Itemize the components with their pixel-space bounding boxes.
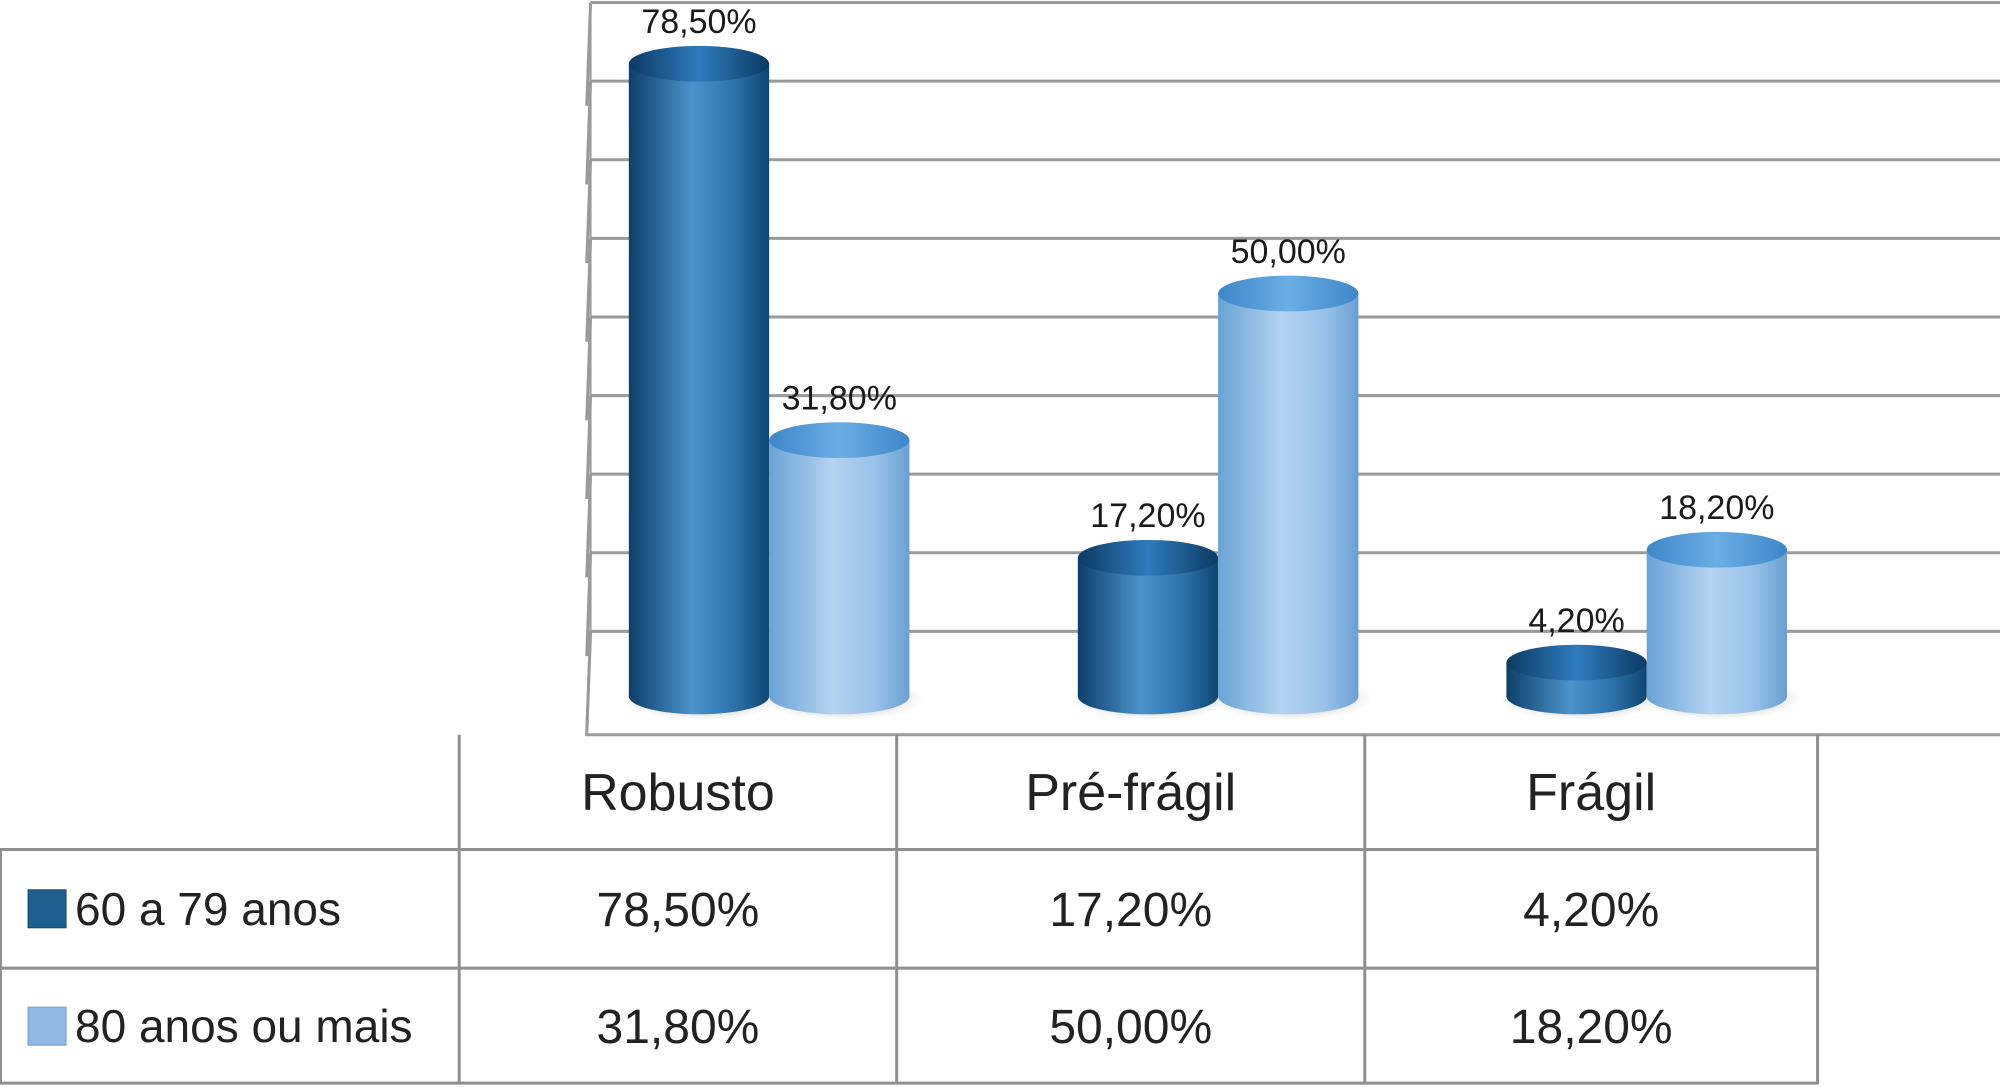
- data-label-1-1: 50,00%: [1231, 233, 1346, 271]
- bar-2-0: [1500, 644, 1661, 721]
- legend-swatch-1: [27, 1006, 67, 1046]
- table-header-1: Pré-frágil: [1025, 764, 1236, 822]
- data-label-0-0: 78,50%: [641, 3, 756, 41]
- bar-1-1: [1212, 275, 1373, 721]
- data-label-2-0: 4,20%: [1528, 602, 1624, 640]
- bar-body-1-1: [1218, 293, 1359, 715]
- table-cell-1-0: 31,80%: [597, 1001, 760, 1054]
- bar-top-2-1: [1646, 531, 1787, 568]
- data-label-0-1: 31,80%: [782, 380, 897, 418]
- bar-body-0-0: [628, 63, 770, 715]
- table-cell-1-2: 18,20%: [1510, 1001, 1673, 1054]
- table-cell-1-1: 50,00%: [1049, 1001, 1212, 1054]
- data-label-2-1: 18,20%: [1659, 489, 1774, 527]
- bar-top-0-1: [769, 422, 910, 459]
- table-header-2: Frágil: [1526, 764, 1656, 822]
- bar-top-1-0: [1077, 539, 1219, 576]
- bar-top-1-1: [1218, 275, 1359, 312]
- bar-top-0-0: [628, 45, 770, 82]
- bar-1-0: [1071, 539, 1233, 721]
- bars: 78,50% 31,80% 17,20% 50,00% 4,20% 18,20%: [622, 3, 1801, 721]
- bar-body-0-1: [769, 440, 910, 715]
- table-header-0: Robusto: [581, 764, 775, 822]
- data-table: Robusto Pré-frágil Frágil 60 a 79 anos 78,50…: [0, 734, 1820, 1085]
- bar-2-1: [1640, 531, 1801, 721]
- bar-0-0: [622, 45, 784, 721]
- data-label-1-0: 17,20%: [1090, 497, 1205, 535]
- table-cell-0-1: 17,20%: [1049, 884, 1212, 937]
- legend-label-0: 60 a 79 anos: [75, 883, 341, 935]
- bar-top-2-0: [1506, 644, 1647, 681]
- bar-body-2-1: [1646, 549, 1787, 715]
- bar-0-1: [763, 422, 924, 721]
- legend-label-1: 80 anos ou mais: [75, 1000, 413, 1052]
- bar-body-1-0: [1077, 557, 1219, 715]
- legend-swatch-0: [27, 889, 67, 929]
- table-cell-0-0: 78,50%: [597, 884, 760, 937]
- table-cell-0-2: 4,20%: [1523, 884, 1659, 937]
